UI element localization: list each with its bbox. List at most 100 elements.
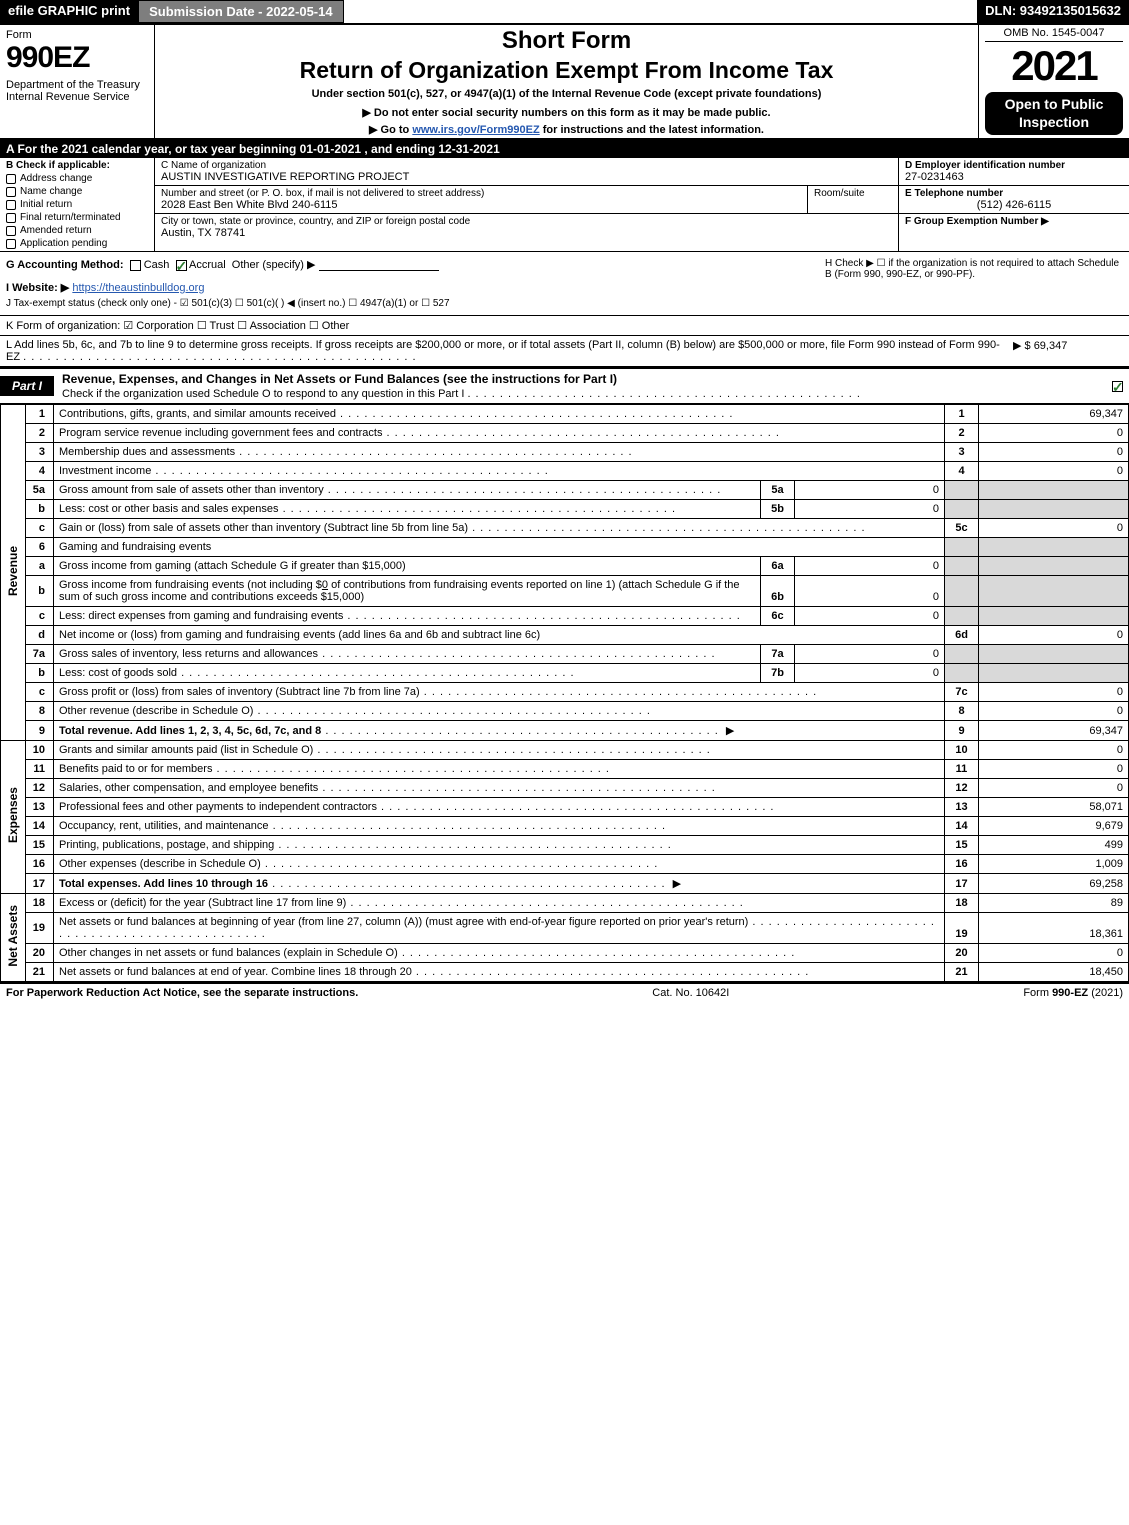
line-num: 5a [26, 481, 54, 500]
chk-initial-return[interactable]: Initial return [6, 199, 148, 210]
line-amt: 0 [979, 519, 1129, 538]
chk-accrual[interactable] [176, 260, 187, 271]
line-desc: Occupancy, rent, utilities, and maintena… [54, 817, 945, 836]
line-col-shade [945, 576, 979, 607]
part-1-table: Revenue 1 Contributions, gifts, grants, … [0, 404, 1129, 982]
line-col: 9 [945, 721, 979, 741]
address-cell: Number and street (or P. O. box, if mail… [155, 186, 808, 213]
chk-address-change[interactable]: Address change [6, 173, 148, 184]
table-row: 19 Net assets or fund balances at beginn… [1, 913, 1129, 944]
room-label: Room/suite [814, 188, 892, 199]
line-amt: 0 [979, 702, 1129, 721]
chk-label: Address change [20, 173, 92, 184]
group-exemption-label: F Group Exemption Number ▶ [905, 216, 1123, 227]
accounting-method: G Accounting Method: Cash Accrual Other … [0, 252, 819, 315]
efile-label: efile GRAPHIC print [0, 0, 138, 23]
form-header: Form 990EZ Department of the Treasury In… [0, 25, 1129, 140]
line-desc: Other changes in net assets or fund bala… [54, 944, 945, 963]
expenses-vertical-label: Expenses [1, 741, 26, 894]
part-1-tab: Part I [0, 376, 54, 396]
note2-prefix: ▶ Go to [369, 124, 412, 136]
line-num: 13 [26, 798, 54, 817]
row-gh: G Accounting Method: Cash Accrual Other … [0, 252, 1129, 316]
line-desc: Benefits paid to or for members [54, 760, 945, 779]
line-desc: Net assets or fund balances at end of ye… [54, 963, 945, 982]
table-row: b Less: cost of goods sold 7b 0 [1, 664, 1129, 683]
line-desc: Excess or (deficit) for the year (Subtra… [54, 894, 945, 913]
line-col: 15 [945, 836, 979, 855]
chk-name-change[interactable]: Name change [6, 186, 148, 197]
line-amt: 0 [979, 462, 1129, 481]
line-amt: 69,258 [979, 874, 1129, 894]
top-bar: efile GRAPHIC print Submission Date - 20… [0, 0, 1129, 25]
sub-num: 5a [761, 481, 795, 500]
other-specify-blank[interactable] [319, 259, 439, 271]
table-row: c Less: direct expenses from gaming and … [1, 607, 1129, 626]
line-desc: Gross profit or (loss) from sales of inv… [54, 683, 945, 702]
table-row: b Less: cost or other basis and sales ex… [1, 500, 1129, 519]
checkbox-icon [6, 200, 16, 210]
line-col: 14 [945, 817, 979, 836]
table-row: 4 Investment income 4 0 [1, 462, 1129, 481]
line-desc: Gaming and fundraising events [54, 538, 945, 557]
dots-icon [467, 388, 860, 400]
line-amt: 0 [979, 683, 1129, 702]
org-name-row: C Name of organization AUSTIN INVESTIGAT… [155, 158, 898, 186]
line-num: 2 [26, 424, 54, 443]
part-1-checkbox[interactable] [1112, 381, 1123, 392]
line-col-shade [945, 645, 979, 664]
table-row: 2 Program service revenue including gove… [1, 424, 1129, 443]
chk-cash[interactable] [130, 260, 141, 271]
line-desc: Less: direct expenses from gaming and fu… [54, 607, 761, 626]
table-row: 9 Total revenue. Add lines 1, 2, 3, 4, 5… [1, 721, 1129, 741]
line-desc: Net assets or fund balances at beginning… [54, 913, 945, 944]
line-col: 17 [945, 874, 979, 894]
line-amt: 89 [979, 894, 1129, 913]
telephone-value: (512) 426-6115 [905, 199, 1123, 211]
block-c: C Name of organization AUSTIN INVESTIGAT… [155, 158, 899, 251]
irs-link[interactable]: www.irs.gov/Form990EZ [412, 124, 539, 136]
line-amt: 9,679 [979, 817, 1129, 836]
submission-date: Submission Date - 2022-05-14 [138, 0, 344, 23]
line-num: b [26, 500, 54, 519]
line-col-shade [945, 538, 979, 557]
line-col: 8 [945, 702, 979, 721]
sub-amt: 0 [795, 557, 945, 576]
org-name-label: C Name of organization [161, 160, 892, 171]
table-row: 12 Salaries, other compensation, and emp… [1, 779, 1129, 798]
line-num: b [26, 576, 54, 607]
room-cell: Room/suite [808, 186, 898, 213]
line-desc: Gross income from gaming (attach Schedul… [54, 557, 761, 576]
line-col: 4 [945, 462, 979, 481]
org-name: AUSTIN INVESTIGATIVE REPORTING PROJECT [161, 171, 892, 183]
line-col-shade [945, 607, 979, 626]
address-row: Number and street (or P. O. box, if mail… [155, 186, 898, 214]
table-row: c Gain or (loss) from sale of assets oth… [1, 519, 1129, 538]
line-col: 5c [945, 519, 979, 538]
telephone-label: E Telephone number [905, 188, 1123, 199]
table-row: 11 Benefits paid to or for members 11 0 [1, 760, 1129, 779]
cash-label: Cash [144, 259, 170, 271]
checkbox-icon [6, 213, 16, 223]
dept-label: Department of the Treasury Internal Reve… [6, 79, 148, 103]
block-bcd: B Check if applicable: Address change Na… [0, 158, 1129, 252]
line-desc: Gross income from fundraising events (no… [54, 576, 761, 607]
table-row: c Gross profit or (loss) from sales of i… [1, 683, 1129, 702]
chk-application-pending[interactable]: Application pending [6, 238, 148, 249]
row-j: J Tax-exempt status (check only one) - ☑… [6, 298, 813, 309]
chk-final-return[interactable]: Final return/terminated [6, 212, 148, 223]
ein-label: D Employer identification number [905, 160, 1123, 171]
line-num: 6 [26, 538, 54, 557]
checkbox-icon [6, 174, 16, 184]
website-link[interactable]: https://theaustinbulldog.org [72, 282, 204, 294]
footer-right-suffix: (2021) [1088, 987, 1123, 999]
chk-amended-return[interactable]: Amended return [6, 225, 148, 236]
inspection-badge: Open to Public Inspection [985, 92, 1123, 135]
sub-num: 6c [761, 607, 795, 626]
ein-value: 27-0231463 [905, 171, 1123, 183]
line-num: 10 [26, 741, 54, 760]
line-col-shade [945, 481, 979, 500]
table-row: 17 Total expenses. Add lines 10 through … [1, 874, 1129, 894]
line-num: 12 [26, 779, 54, 798]
city-value: Austin, TX 78741 [161, 227, 892, 239]
